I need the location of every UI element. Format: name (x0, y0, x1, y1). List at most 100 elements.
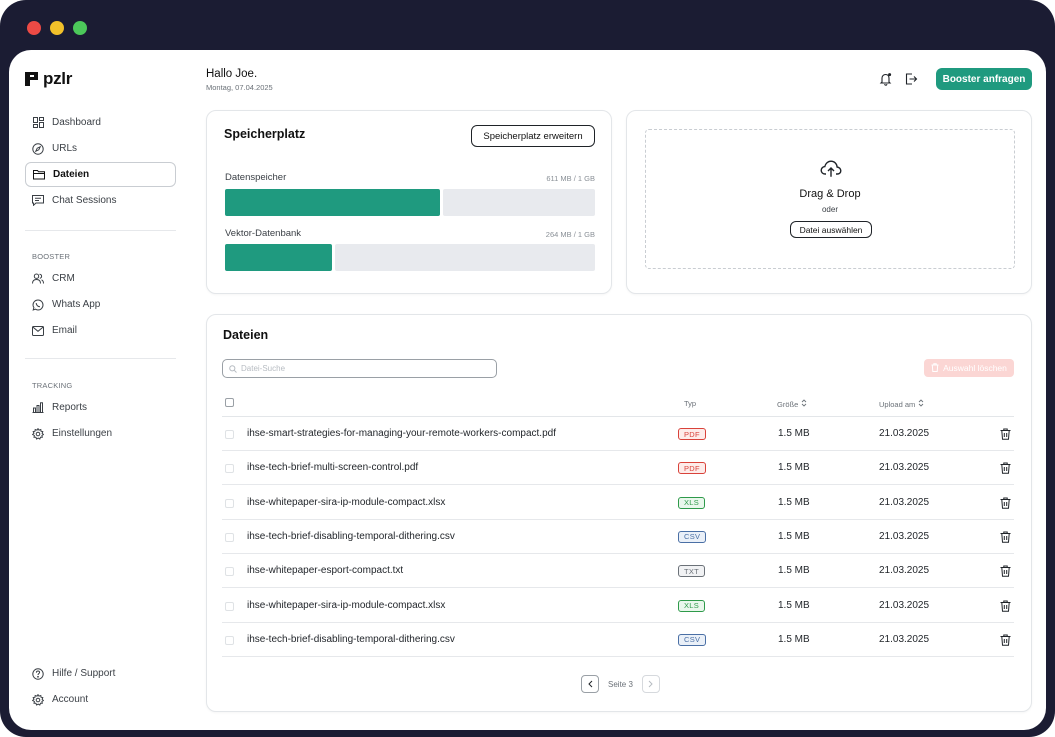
greeting-date: Montag, 07.04.2025 (206, 83, 273, 92)
sidebar-item-help[interactable]: Hilfe / Support (25, 661, 176, 686)
storage-bar-value: 611 MB / 1 GB (546, 174, 595, 183)
row-checkbox[interactable] (225, 498, 234, 508)
sort-icon (801, 399, 807, 409)
column-header-label: Größe (777, 399, 799, 409)
brand-logo[interactable]: pzlr (25, 69, 72, 89)
logout-icon[interactable] (904, 72, 918, 86)
delete-selected-label: Auswahl löschen (943, 363, 1007, 373)
upload-date: 21.03.2025 (879, 530, 930, 542)
previous-page-button[interactable] (581, 675, 599, 693)
sidebar-main-nav: Dashboard URLs Dateien Chat Sessions (25, 110, 176, 214)
sidebar-item-einstellungen[interactable]: Einstellungen (25, 421, 176, 446)
file-name[interactable]: ihse-tech-brief-disabling-temporal-dithe… (247, 633, 455, 645)
files-card: Dateien Auswahl löschen Typ Grö (206, 314, 1032, 712)
column-header-size[interactable]: Größe (777, 399, 807, 409)
table-row[interactable]: ihse-whitepaper-esport-compact.txt TXT 1.5… (222, 554, 1014, 589)
table-row[interactable]: ihse-tech-brief-multi-screen-control.pdf… (222, 451, 1014, 486)
row-checkbox[interactable] (225, 464, 234, 474)
window-minimize-dot[interactable] (50, 21, 64, 35)
sidebar-item-chat-sessions[interactable]: Chat Sessions (25, 188, 176, 213)
page-label: Seite 3 (608, 679, 633, 689)
bar-chart-icon (32, 402, 44, 414)
row-checkbox[interactable] (225, 601, 234, 611)
row-checkbox[interactable] (225, 567, 234, 577)
table-row[interactable]: ihse-tech-brief-disabling-temporal-dithe… (222, 623, 1014, 657)
files-table-header: Typ Größe Upload am (222, 391, 1014, 417)
trash-icon[interactable] (1000, 599, 1012, 612)
file-name[interactable]: ihse-whitepaper-sira-ip-module-compact.x… (247, 496, 446, 508)
file-type-badge: PDF (678, 428, 706, 440)
row-checkbox[interactable] (225, 532, 234, 542)
trash-icon[interactable] (1000, 496, 1012, 509)
column-header-type: Typ (684, 399, 696, 408)
window-maximize-dot[interactable] (73, 21, 87, 35)
column-header-label: Upload am (879, 399, 916, 409)
search-icon (229, 360, 237, 378)
greeting-title: Hallo Joe. (206, 68, 258, 80)
next-page-button[interactable] (641, 675, 660, 693)
sidebar-item-label: Whats App (52, 299, 101, 310)
folder-icon (33, 169, 45, 181)
table-row[interactable]: ihse-tech-brief-disabling-temporal-dithe… (222, 520, 1014, 554)
file-name[interactable]: ihse-smart-strategies-for-managing-your-… (247, 428, 556, 439)
sidebar-item-label: Chat Sessions (52, 195, 117, 206)
choose-file-button[interactable]: Datei auswählen (790, 221, 872, 238)
logo-mark-icon (25, 72, 38, 86)
sidebar-item-label: URLs (52, 143, 78, 154)
upload-date: 21.03.2025 (879, 633, 930, 645)
file-name[interactable]: ihse-whitepaper-sira-ip-module-compact.x… (247, 599, 446, 611)
trash-icon[interactable] (1000, 530, 1012, 543)
file-size: 1.5 MB (778, 428, 810, 439)
delete-selected-button[interactable]: Auswahl löschen (924, 359, 1014, 377)
file-type-badge: XLS (678, 599, 706, 612)
brand-name: pzlr (43, 69, 73, 88)
sidebar-item-account[interactable]: Account (25, 687, 176, 712)
file-name[interactable]: ihse-whitepaper-esport-compact.txt (247, 565, 404, 577)
trash-icon[interactable] (1000, 633, 1012, 646)
sidebar-item-dateien[interactable]: Dateien (25, 162, 176, 187)
sidebar-item-whatsapp[interactable]: Whats App (25, 292, 176, 317)
file-type-badge: CSV (678, 530, 707, 543)
table-row[interactable]: ihse-smart-strategies-for-managing-your-… (222, 417, 1014, 451)
trash-icon[interactable] (1000, 564, 1012, 577)
whatsapp-icon (32, 298, 44, 311)
booster-request-button[interactable]: Booster anfragen (936, 68, 1032, 90)
expand-storage-button[interactable]: Speicherplatz erweitern (471, 125, 595, 147)
gear-icon (32, 693, 44, 706)
row-checkbox[interactable] (225, 635, 234, 645)
drop-zone-or: oder (821, 205, 838, 214)
trash-icon[interactable] (1000, 427, 1012, 440)
window-close-dot[interactable] (27, 21, 41, 35)
greeting: Hallo Joe. Montag, 07.04.2025 (206, 68, 273, 92)
progress-remainder (442, 189, 595, 216)
sidebar-item-dashboard[interactable]: Dashboard (25, 110, 176, 135)
files-title: Dateien (223, 328, 269, 342)
file-size: 1.5 MB (778, 496, 810, 508)
progress-fill (225, 244, 333, 271)
sidebar-booster-nav: CRM Whats App Email (25, 266, 176, 344)
file-name[interactable]: ihse-tech-brief-disabling-temporal-dithe… (247, 530, 455, 542)
search-input[interactable] (241, 364, 481, 373)
gear-icon (32, 427, 44, 440)
sidebar-item-urls[interactable]: URLs (25, 136, 176, 161)
column-header-uploaded[interactable]: Upload am (879, 399, 924, 409)
drop-zone[interactable]: Drag & Drop oder Datei auswählen (645, 129, 1015, 269)
upload-card: Drag & Drop oder Datei auswählen (626, 110, 1032, 294)
vector-db-progress-bar (225, 244, 595, 271)
table-row[interactable]: ihse-whitepaper-sira-ip-module-compact.x… (222, 486, 1014, 520)
sidebar-item-email[interactable]: Email (25, 318, 176, 343)
file-search[interactable] (222, 359, 497, 378)
sidebar-item-crm[interactable]: CRM (25, 266, 176, 291)
sidebar-tracking-nav: Reports Einstellungen (25, 395, 176, 447)
sidebar-item-reports[interactable]: Reports (25, 395, 176, 420)
row-checkbox[interactable] (225, 430, 234, 439)
help-icon (32, 667, 44, 680)
upload-date: 21.03.2025 (879, 599, 930, 611)
file-name[interactable]: ihse-tech-brief-multi-screen-control.pdf (247, 462, 419, 474)
trash-icon[interactable] (1000, 461, 1012, 474)
users-icon (32, 273, 44, 285)
table-row[interactable]: ihse-whitepaper-sira-ip-module-compact.x… (222, 589, 1014, 623)
notification-bell-icon[interactable] (879, 72, 893, 86)
select-all-checkbox[interactable] (225, 398, 234, 407)
drop-zone-title: Drag & Drop (799, 188, 861, 200)
